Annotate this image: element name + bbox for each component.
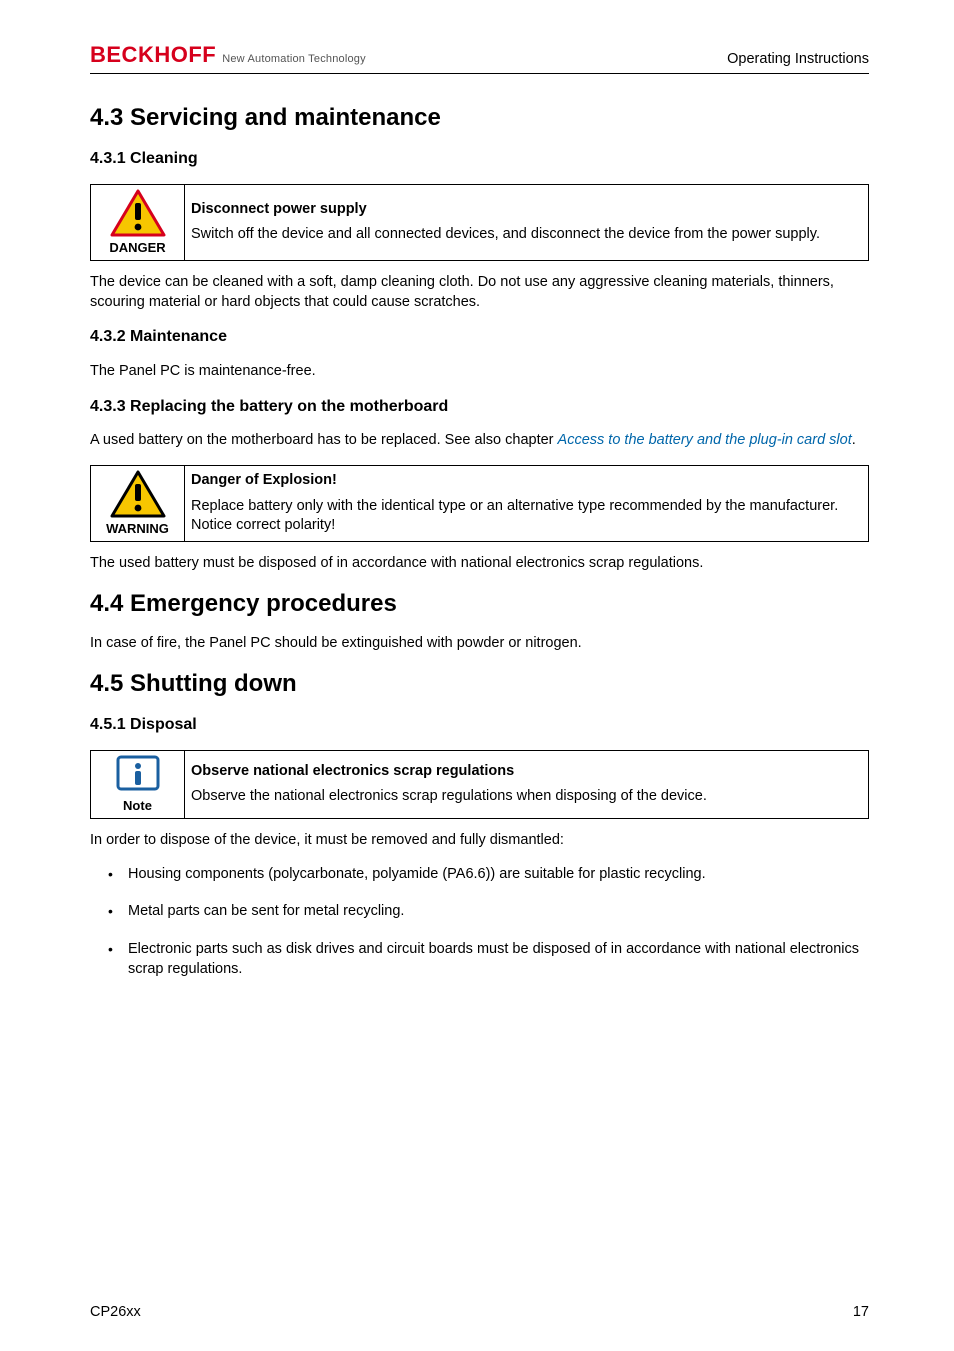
heading-number: 4.3.2 bbox=[90, 328, 126, 345]
heading-title: Cleaning bbox=[130, 150, 198, 167]
heading-title: Shutting down bbox=[130, 670, 297, 697]
warning-message-cell: Danger of Explosion! Replace battery onl… bbox=[185, 465, 869, 542]
note-message-cell: Observe national electronics scrap regul… bbox=[185, 750, 869, 819]
warning-label: WARNING bbox=[97, 520, 178, 538]
danger-title: Disconnect power supply bbox=[191, 200, 862, 220]
emergency-paragraph: In case of fire, the Panel PC should be … bbox=[90, 634, 869, 654]
maintenance-paragraph: The Panel PC is maintenance-free. bbox=[90, 362, 869, 382]
heading-number: 4.4 bbox=[90, 590, 123, 617]
heading-number: 4.5 bbox=[90, 670, 123, 697]
disposal-intro: In order to dispose of the device, it mu… bbox=[90, 831, 869, 851]
list-item: Housing components (polycarbonate, polya… bbox=[128, 865, 869, 885]
note-callout: Note Observe national electronics scrap … bbox=[90, 750, 869, 820]
danger-body: Switch off the device and all connected … bbox=[191, 226, 820, 242]
logo-block: BECKHOFF New Automation Technology bbox=[90, 40, 366, 70]
danger-label: DANGER bbox=[97, 239, 178, 257]
battery-cross-ref-link[interactable]: Access to the battery and the plug-in ca… bbox=[558, 432, 852, 448]
warning-icon bbox=[110, 470, 166, 518]
heading-number: 4.3.3 bbox=[90, 398, 126, 415]
danger-icon-cell: DANGER bbox=[91, 184, 185, 261]
heading-4-3-2: 4.3.2 Maintenance bbox=[90, 326, 869, 348]
warning-icon-cell: WARNING bbox=[91, 465, 185, 542]
logo-main: BECKHOFF bbox=[90, 40, 216, 70]
list-item: Electronic parts such as disk drives and… bbox=[128, 940, 869, 979]
heading-number: 4.3 bbox=[90, 104, 123, 131]
footer-page-number: 17 bbox=[853, 1303, 869, 1323]
heading-title: Servicing and maintenance bbox=[130, 104, 441, 131]
heading-title: Replacing the battery on the motherboard bbox=[130, 398, 448, 415]
note-label: Note bbox=[97, 797, 178, 815]
battery-text-post: . bbox=[852, 432, 856, 448]
danger-message-cell: Disconnect power supply Switch off the d… bbox=[185, 184, 869, 261]
warning-callout: WARNING Danger of Explosion! Replace bat… bbox=[90, 465, 869, 543]
cleaning-paragraph: The device can be cleaned with a soft, d… bbox=[90, 273, 869, 312]
warning-body: Replace battery only with the identical … bbox=[191, 498, 838, 534]
logo-tagline: New Automation Technology bbox=[222, 52, 366, 67]
list-item: Metal parts can be sent for metal recycl… bbox=[128, 902, 869, 922]
battery-paragraph: A used battery on the motherboard has to… bbox=[90, 431, 869, 451]
heading-title: Emergency procedures bbox=[130, 590, 397, 617]
page-header: BECKHOFF New Automation Technology Opera… bbox=[90, 40, 869, 70]
heading-number: 4.3.1 bbox=[90, 150, 126, 167]
footer-left: CP26xx bbox=[90, 1303, 141, 1323]
heading-4-3: 4.3 Servicing and maintenance bbox=[90, 102, 869, 134]
battery-dispose-paragraph: The used battery must be disposed of in … bbox=[90, 554, 869, 574]
note-icon-cell: Note bbox=[91, 750, 185, 819]
danger-icon bbox=[110, 189, 166, 237]
heading-4-3-3: 4.3.3 Replacing the battery on the mothe… bbox=[90, 396, 869, 418]
note-body: Observe the national electronics scrap r… bbox=[191, 788, 707, 804]
note-title: Observe national electronics scrap regul… bbox=[191, 762, 862, 782]
heading-number: 4.5.1 bbox=[90, 716, 126, 733]
warning-title: Danger of Explosion! bbox=[191, 471, 862, 491]
disposal-bullets: Housing components (polycarbonate, polya… bbox=[90, 865, 869, 979]
info-icon bbox=[114, 755, 162, 795]
heading-4-4: 4.4 Emergency procedures bbox=[90, 588, 869, 620]
header-rule bbox=[90, 73, 869, 74]
heading-4-3-1: 4.3.1 Cleaning bbox=[90, 148, 869, 170]
heading-title: Disposal bbox=[130, 716, 197, 733]
battery-text-pre: A used battery on the motherboard has to… bbox=[90, 432, 558, 448]
heading-title: Maintenance bbox=[130, 328, 227, 345]
danger-callout: DANGER Disconnect power supply Switch of… bbox=[90, 184, 869, 262]
page-footer: CP26xx 17 bbox=[90, 1303, 869, 1323]
heading-4-5-1: 4.5.1 Disposal bbox=[90, 714, 869, 736]
header-section-title: Operating Instructions bbox=[727, 50, 869, 70]
heading-4-5: 4.5 Shutting down bbox=[90, 668, 869, 700]
